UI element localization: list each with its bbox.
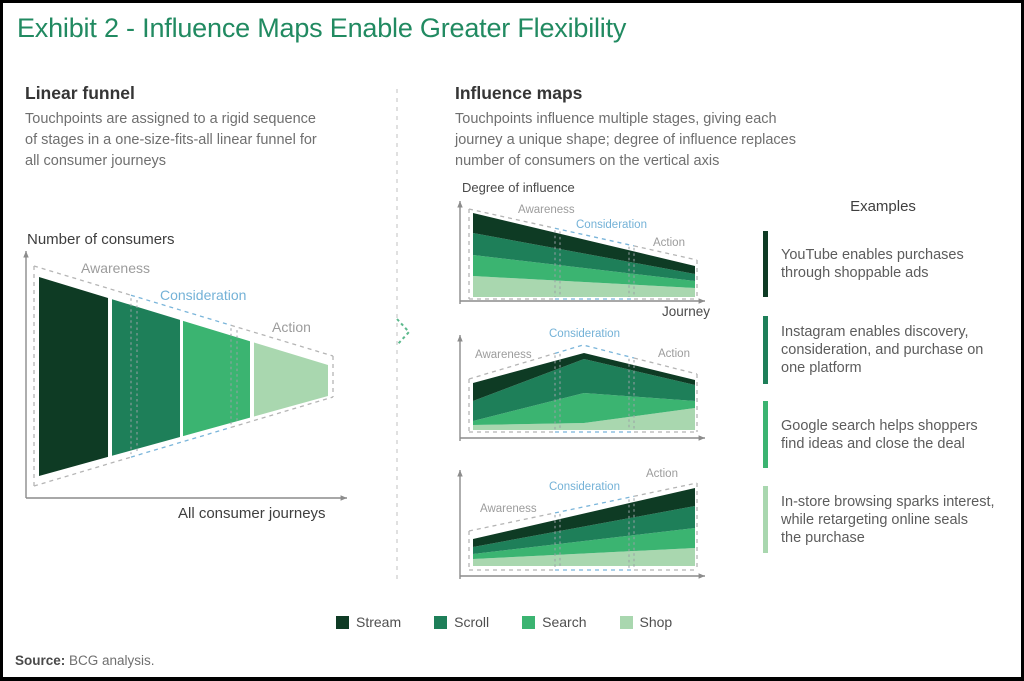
legend: Stream Scroll Search Shop	[336, 614, 672, 630]
legend-label: Shop	[639, 614, 673, 630]
map1-stage-consideration: Consideration	[576, 219, 647, 231]
map1-stage-action: Action	[653, 237, 685, 249]
shop-swatch-icon	[619, 615, 633, 629]
legend-label: Scroll	[454, 614, 490, 630]
funnel-y-axis-label: Number of consumers	[27, 231, 175, 248]
legend-label: Stream	[356, 614, 402, 630]
example-text-line: the purchase	[781, 529, 865, 546]
linear-funnel-description-line: Touchpoints are assigned to a rigid sequ…	[25, 111, 316, 127]
example-text-line: Instagram enables discovery,	[781, 324, 969, 340]
funnel-stage-action: Action	[272, 319, 311, 335]
linear-funnel-heading: Linear funnel	[25, 83, 135, 103]
map2-stage-awareness: Awareness	[475, 349, 532, 361]
example-text-line: YouTube enables purchases	[781, 247, 964, 263]
example-text-line: find ideas and close the deal	[781, 435, 965, 452]
search-swatch-icon	[522, 615, 536, 629]
map1-stage-awareness: Awareness	[518, 204, 575, 216]
legend-item-shop: Shop	[619, 614, 673, 630]
example-item-google: Google search helps shoppers find ideas …	[763, 401, 1021, 468]
influence-maps-description-line: journey a unique shape; degree of influe…	[455, 131, 796, 148]
linear-funnel-description-line: of stages in a one-size-fits-all linear …	[25, 131, 317, 148]
influence-maps-description-line: Touchpoints influence multiple stages, g…	[455, 111, 777, 127]
source-text: BCG analysis.	[65, 653, 155, 668]
funnel-stage-awareness: Awareness	[81, 260, 151, 276]
map2-stage-action: Action	[658, 348, 690, 360]
example-text-line: In-store browsing sparks interest,	[781, 493, 995, 510]
legend-item-search: Search	[522, 614, 587, 630]
legend-label: Search	[542, 614, 587, 630]
linear-funnel-description: Touchpoints are assigned to a rigid sequ…	[25, 109, 385, 172]
example-text-line: Google search helps shoppers	[781, 417, 978, 434]
legend-item-scroll: Scroll	[434, 614, 489, 630]
source-label: Source:	[15, 653, 66, 668]
map3-stage-awareness: Awareness	[480, 503, 537, 515]
source-note: Source: BCG analysis.	[15, 653, 155, 668]
influence-maps-heading: Influence maps	[455, 83, 583, 103]
linear-funnel-description-line: all consumer journeys	[25, 152, 167, 169]
example-text-line: while retargeting online seals	[781, 511, 968, 528]
map2-stage-consideration: Consideration	[549, 328, 620, 340]
maps-x-axis-label: Journey	[662, 304, 711, 319]
maps-y-axis-label: Degree of influence	[462, 180, 575, 195]
example-item-youtube: YouTube enables purchases through shoppa…	[763, 231, 1021, 297]
map3-stage-consideration: Consideration	[549, 481, 620, 493]
funnel-stage-consideration: Consideration	[160, 287, 247, 303]
stream-swatch-icon	[336, 615, 349, 629]
example-item-instagram: Instagram enables discovery, considerati…	[763, 316, 1021, 384]
funnel-x-axis-label: All consumer journeys	[178, 505, 326, 522]
legend-item-stream: Stream	[336, 614, 401, 630]
example-text-line: one platform	[781, 360, 862, 376]
map3-stage-action: Action	[646, 468, 678, 480]
example-text-line: through shoppable ads	[781, 265, 929, 281]
example-item-instore: In-store browsing sparks interest, while…	[763, 486, 1021, 553]
scroll-swatch-icon	[434, 615, 448, 629]
page-title: Exhibit 2 - Influence Maps Enable Greate…	[17, 13, 627, 43]
influence-maps-description: Touchpoints influence multiple stages, g…	[455, 109, 855, 172]
example-text-line: consideration, and purchase on	[781, 342, 984, 358]
examples-header: Examples	[850, 198, 916, 215]
influence-maps-description-line: number of consumers on the vertical axis	[455, 152, 720, 169]
